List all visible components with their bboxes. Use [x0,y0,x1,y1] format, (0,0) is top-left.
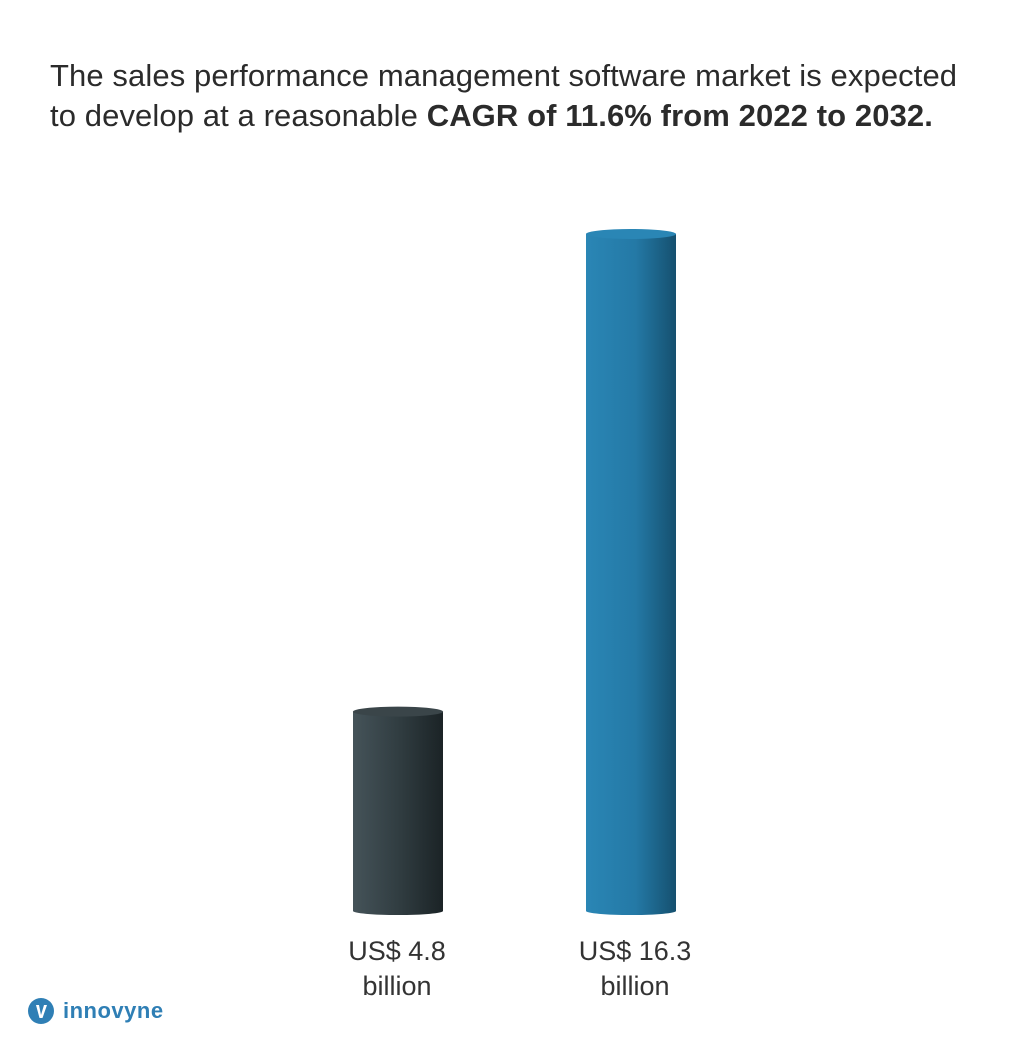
bar-2 [586,229,676,915]
bar-1 [353,706,443,915]
bar-label-1-value: US$ 4.8 [348,936,446,966]
bar-2-top [586,229,676,239]
bar-1-top [353,706,443,717]
bar-2-body [586,234,676,911]
bar-label-1-unit: billion [362,971,432,1001]
headline-cagr: CAGR of 11.6% from 2022 to 2032. [426,98,933,133]
bar-2-base [586,907,676,915]
bar-label-2-unit: billion [600,971,670,1001]
chart-headline: The sales performance management softwar… [50,56,970,136]
headline-text: The sales performance management softwar… [50,58,958,133]
bar-1-body [353,711,443,911]
innovyne-logo-icon [28,998,54,1024]
bar-label-1: US$ 4.8 billion [297,934,497,1004]
bar-label-2-value: US$ 16.3 [578,936,692,966]
brand-name: innovyne [63,998,164,1023]
bar-1-base [353,907,443,915]
brand-logo: innovyne [27,997,164,1025]
bar-label-2: US$ 16.3 billion [535,934,735,1004]
